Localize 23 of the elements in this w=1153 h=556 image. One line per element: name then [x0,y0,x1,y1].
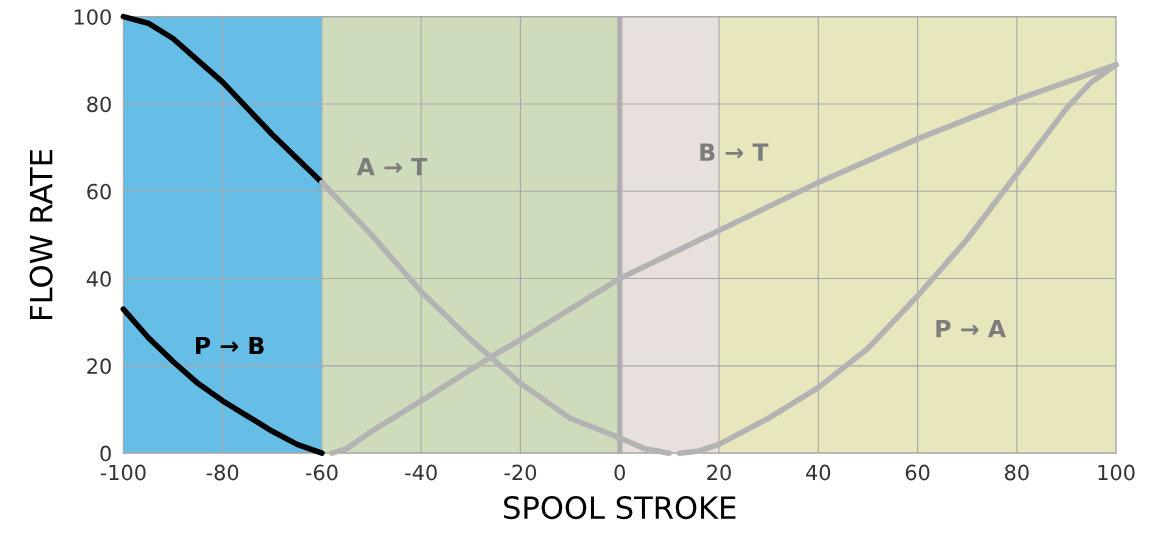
x-tick-label: -20 [504,464,537,481]
x-tick-label: 40 [806,464,831,481]
x-axis-title: SPOOL STROKE [504,496,736,520]
y-tick-label: 20 [87,358,111,375]
x-tick-label: -40 [405,464,437,481]
x-tick-label: 0 [614,464,625,481]
series-label: P → B [196,336,264,355]
series-label: A → T [356,157,428,176]
x-tick-label: -60 [305,464,338,481]
y-tick-label: 0 [100,445,111,462]
series-label: P → A [936,320,1006,338]
x-tick-label: -100 [100,464,146,481]
y-axis-title: FLOW RATE [29,149,53,319]
y-tick-label: 80 [87,96,111,113]
x-tick-label: -80 [206,464,239,481]
series-label: B → T [700,143,769,161]
y-tick-label: 60 [87,183,111,200]
y-tick-label: 40 [86,271,111,287]
x-tick-label: 20 [707,464,731,481]
x-tick-label: 60 [905,464,930,481]
x-tick-label: 80 [1004,464,1029,481]
y-tick-label: 100 [74,9,111,25]
x-tick-label: 100 [1098,464,1135,481]
